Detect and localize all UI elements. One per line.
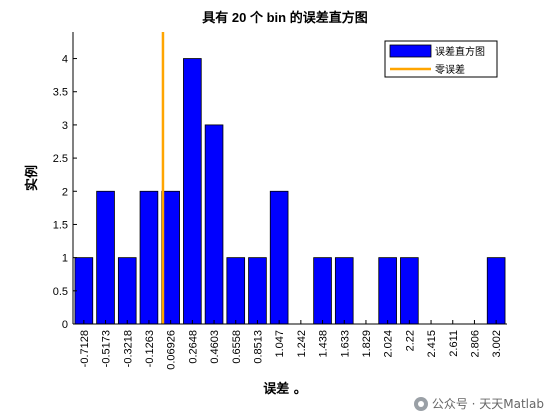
x-tick-label: 1.242 <box>296 330 308 358</box>
histogram-bar <box>248 257 267 325</box>
histogram-bar <box>334 257 354 325</box>
x-tick-label: 0.4603 <box>209 330 221 364</box>
histogram-bar <box>226 257 246 325</box>
histogram-bar <box>74 257 94 325</box>
x-tick-label: 1.438 <box>318 330 330 358</box>
x-tick-label: 0.2648 <box>187 330 199 364</box>
y-tick-label: 2 <box>62 186 68 198</box>
histogram-bar <box>161 190 180 325</box>
x-axis-label: 误差 。 <box>263 381 307 397</box>
y-tick-label: 1 <box>62 253 68 265</box>
x-tick-label: -0.5173 <box>101 330 113 367</box>
x-tick-label: -0.7128 <box>79 330 91 367</box>
x-tick-label: 3.002 <box>491 330 503 358</box>
histogram-bar <box>400 257 419 325</box>
x-tick-label: 2.024 <box>383 330 395 358</box>
histogram-bar <box>117 257 137 325</box>
x-tick-label: 2.611 <box>448 330 460 357</box>
y-tick-label: 0.5 <box>53 286 68 298</box>
watermark-text: 公众号 · 天天Matlab <box>431 397 544 411</box>
wechat-icon <box>413 396 428 411</box>
histogram-bar <box>204 124 224 325</box>
legend-swatch-histogram <box>389 44 432 58</box>
y-tick-label: 2.5 <box>53 153 68 165</box>
x-tick-label: 2.22 <box>404 330 416 351</box>
histogram-bar <box>269 190 289 325</box>
histogram-bar <box>378 257 397 325</box>
y-tick-label: 0 <box>62 319 68 331</box>
x-tick-label: 0.6558 <box>231 330 243 364</box>
x-tick-label: 1.633 <box>339 330 351 358</box>
x-tick-label: 1.829 <box>361 330 373 358</box>
legend-label-zero-error: 零误差 <box>435 63 465 76</box>
legend-label-histogram: 误差直方图 <box>435 45 485 58</box>
plot-area: 0 0.5 1 1.5 2 2.5 3 3.5 4 -0.7128 -0.5173 -0.3218 -0… <box>53 32 507 370</box>
y-tick-label: 3 <box>62 120 68 132</box>
x-tick-label: 2.415 <box>426 330 438 358</box>
x-tick-label: 0.06926 <box>166 330 178 370</box>
y-axis-label: 实例 <box>24 165 40 191</box>
histogram-bar <box>96 190 115 325</box>
x-tick-label: 1.047 <box>274 330 286 358</box>
x-tick-label: 2.806 <box>469 330 481 358</box>
x-tick-label: 0.8513 <box>252 330 264 364</box>
legend: 误差直方图 零误差 <box>384 40 498 78</box>
y-tick-label: 1.5 <box>53 219 68 231</box>
chart-title: 具有 20 个 bin 的误差直方图 <box>202 10 367 25</box>
y-tick-label: 4 <box>62 54 68 66</box>
histogram-bar <box>313 257 332 325</box>
y-tick-label: 3.5 <box>53 87 68 99</box>
watermark: 公众号 · 天天Matlab <box>413 395 544 412</box>
histogram-bar <box>183 58 202 325</box>
x-tick-label: -0.3218 <box>122 330 134 367</box>
histogram-bar <box>486 257 506 325</box>
histogram-bar <box>139 190 159 325</box>
x-tick-label: -0.1263 <box>144 330 156 367</box>
